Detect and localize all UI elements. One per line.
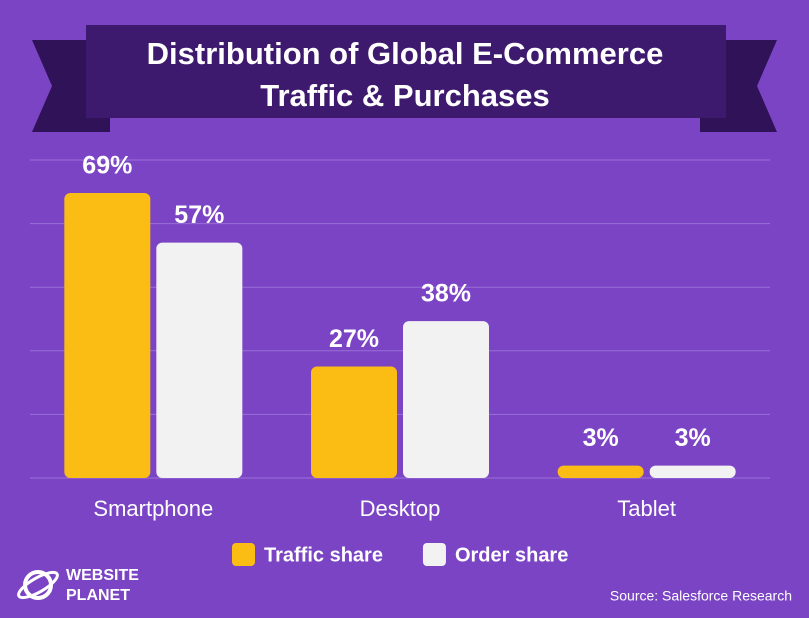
- bar: [64, 193, 151, 479]
- x-tick-label: Desktop: [360, 496, 441, 521]
- bar: [649, 465, 736, 478]
- legend-swatch: [232, 543, 255, 566]
- chart-title: Distribution of Global E-Commerce Traffi…: [146, 36, 664, 113]
- logo: WEBSITE PLANET: [17, 567, 139, 604]
- value-label: 3%: [583, 424, 619, 452]
- value-label: 27%: [329, 325, 379, 353]
- legend-swatch: [422, 543, 446, 566]
- source: Source: Salesforce Research: [610, 588, 792, 604]
- value-label: 3%: [675, 424, 711, 452]
- bar: [403, 321, 489, 478]
- value-label: 38%: [421, 280, 471, 308]
- logo-text: PLANET: [66, 587, 130, 604]
- legend-label: Order share: [455, 544, 568, 566]
- bar: [557, 465, 644, 478]
- value-label: 69%: [82, 152, 132, 180]
- value-label: 57%: [174, 201, 224, 229]
- title-banner: [86, 25, 726, 118]
- x-tick-label: Tablet: [617, 496, 676, 521]
- legend-label: Traffic share: [264, 544, 383, 566]
- logo-text: WEBSITE: [66, 567, 139, 584]
- logo-orbit: [17, 570, 59, 600]
- x-tick-label: Smartphone: [93, 496, 213, 521]
- bar: [311, 366, 397, 478]
- bar: [156, 242, 243, 478]
